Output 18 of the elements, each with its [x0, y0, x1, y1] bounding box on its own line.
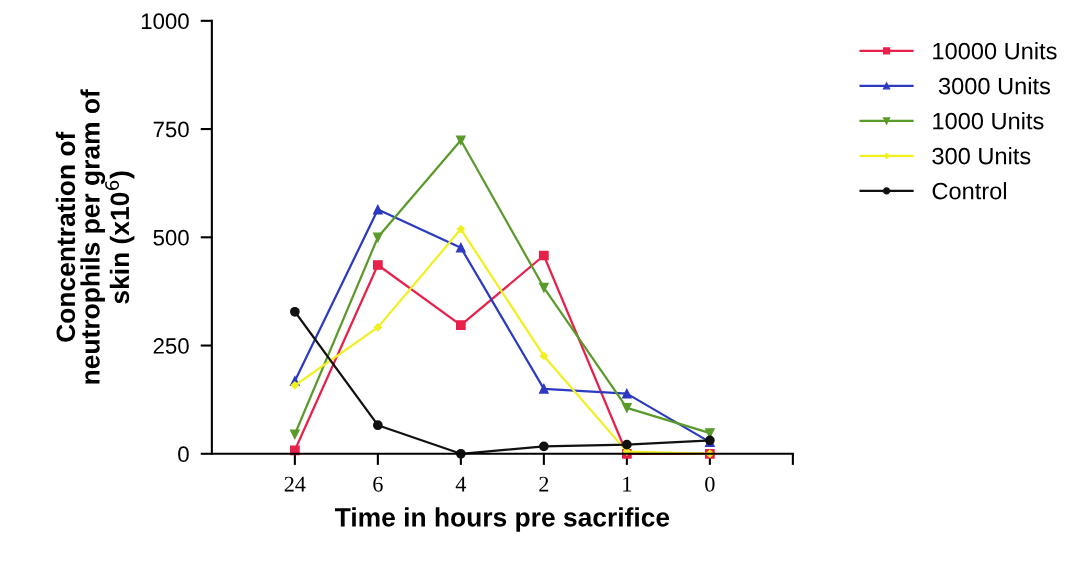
x-tick-label: 1	[623, 476, 632, 492]
y-tick-label: 1000	[141, 13, 189, 30]
y-tick-label: 500	[153, 229, 189, 246]
legend-label: Control	[932, 182, 1006, 200]
y-tick-label: 750	[153, 121, 189, 138]
legend-label: 10000 Units	[933, 42, 1057, 60]
legend-label: 1000 Units	[933, 112, 1044, 130]
legend-label: 300 Units	[932, 147, 1031, 165]
x-tick-label: 2	[539, 476, 549, 492]
y-tick-label: 250	[153, 338, 189, 354]
y-tick-label: 0	[178, 446, 189, 463]
x-tick-label: 24	[284, 476, 306, 492]
y-axis-title: Concentration of neutrophils per gram of skin (x10$^{6}$)	[55, 89, 135, 384]
x-tick-label: 6	[373, 476, 383, 492]
x-tick-label: 4	[455, 476, 467, 492]
x-tick-label: 0	[705, 476, 715, 492]
x-axis-title: Time in hours pre sacrifice	[334, 507, 670, 532]
legend-label: 3000 Units	[938, 77, 1051, 95]
